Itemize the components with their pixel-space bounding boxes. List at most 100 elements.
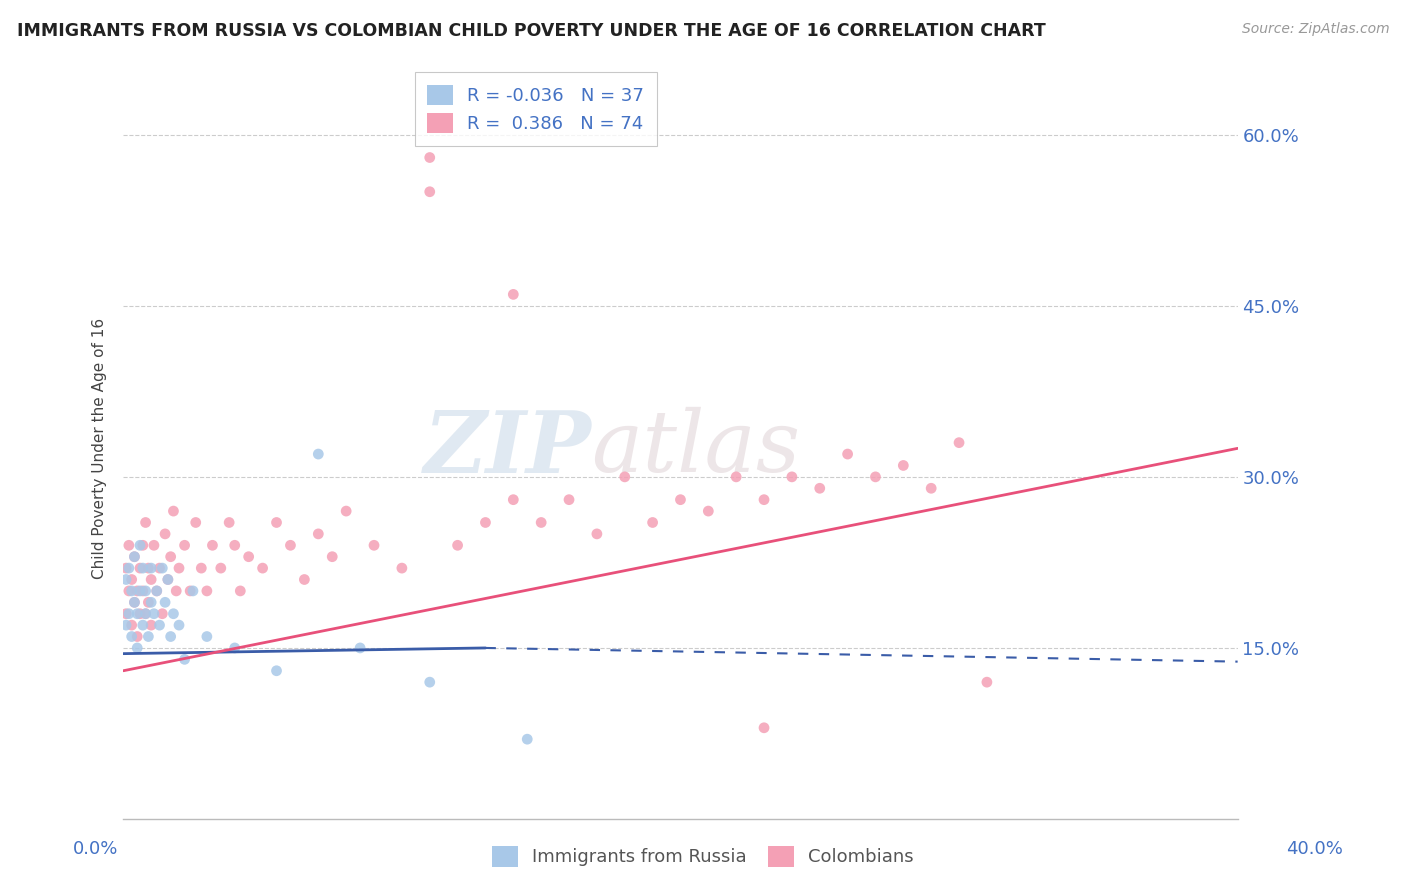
Point: [118, 538, 141, 552]
Point: [148, 561, 170, 575]
Point: [135, 583, 157, 598]
Point: [115, 618, 138, 632]
Point: [115, 561, 138, 575]
Point: [150, 561, 173, 575]
Point: [502, 492, 524, 507]
Point: [145, 583, 167, 598]
Point: [141, 573, 163, 587]
Point: [641, 516, 664, 530]
Point: [135, 607, 157, 621]
Point: [150, 607, 173, 621]
Point: [159, 549, 181, 564]
Legend: R = -0.036   N = 37, R =  0.386   N = 74: R = -0.036 N = 37, R = 0.386 N = 74: [415, 72, 657, 146]
Point: [697, 504, 720, 518]
Point: [280, 538, 302, 552]
Point: [121, 630, 143, 644]
Point: [224, 640, 246, 655]
Point: [138, 630, 160, 644]
Point: [184, 516, 207, 530]
Point: [127, 630, 149, 644]
Point: [141, 561, 163, 575]
Text: IMMIGRANTS FROM RUSSIA VS COLOMBIAN CHILD POVERTY UNDER THE AGE OF 16 CORRELATIO: IMMIGRANTS FROM RUSSIA VS COLOMBIAN CHIL…: [17, 22, 1046, 40]
Point: [173, 538, 195, 552]
Point: [419, 675, 441, 690]
Point: [132, 583, 155, 598]
Point: [920, 481, 942, 495]
Point: [307, 527, 329, 541]
Point: [138, 595, 160, 609]
Point: [335, 504, 357, 518]
Point: [865, 470, 887, 484]
Point: [292, 573, 315, 587]
Point: [586, 527, 609, 541]
Point: [349, 640, 371, 655]
Point: [167, 618, 190, 632]
Point: [516, 732, 538, 747]
Point: [190, 561, 212, 575]
Text: 0.0%: 0.0%: [73, 840, 118, 858]
Text: ZIP: ZIP: [423, 407, 592, 490]
Point: [138, 561, 160, 575]
Point: [132, 618, 155, 632]
Point: [419, 185, 441, 199]
Point: [195, 630, 218, 644]
Point: [124, 549, 146, 564]
Point: [474, 516, 496, 530]
Point: [153, 527, 176, 541]
Point: [121, 573, 143, 587]
Text: atlas: atlas: [592, 407, 800, 490]
Point: [118, 583, 141, 598]
Point: [129, 561, 152, 575]
Point: [115, 573, 138, 587]
Point: [558, 492, 581, 507]
Point: [142, 607, 165, 621]
Point: [266, 516, 288, 530]
Point: [837, 447, 859, 461]
Point: [446, 538, 468, 552]
Point: [181, 583, 204, 598]
Point: [179, 583, 201, 598]
Point: [135, 607, 157, 621]
Point: [162, 607, 184, 621]
Point: [141, 595, 163, 609]
Legend: Immigrants from Russia, Colombians: Immigrants from Russia, Colombians: [484, 837, 922, 876]
Point: [613, 470, 636, 484]
Point: [363, 538, 385, 552]
Point: [132, 538, 155, 552]
Point: [669, 492, 692, 507]
Point: [145, 583, 167, 598]
Point: [141, 618, 163, 632]
Point: [135, 516, 157, 530]
Point: [118, 607, 141, 621]
Point: [148, 618, 170, 632]
Point: [252, 561, 274, 575]
Point: [127, 640, 149, 655]
Point: [165, 583, 187, 598]
Text: 40.0%: 40.0%: [1286, 840, 1343, 858]
Point: [209, 561, 232, 575]
Point: [502, 287, 524, 301]
Point: [201, 538, 224, 552]
Point: [129, 538, 152, 552]
Point: [391, 561, 413, 575]
Point: [808, 481, 831, 495]
Point: [156, 573, 179, 587]
Point: [124, 549, 146, 564]
Point: [195, 583, 218, 598]
Point: [891, 458, 914, 473]
Point: [142, 538, 165, 552]
Point: [129, 607, 152, 621]
Y-axis label: Child Poverty Under the Age of 16: Child Poverty Under the Age of 16: [93, 318, 107, 579]
Point: [238, 549, 260, 564]
Point: [752, 492, 775, 507]
Point: [266, 664, 288, 678]
Point: [725, 470, 748, 484]
Point: [115, 607, 138, 621]
Point: [530, 516, 553, 530]
Point: [752, 721, 775, 735]
Point: [121, 583, 143, 598]
Point: [224, 538, 246, 552]
Point: [156, 573, 179, 587]
Point: [229, 583, 252, 598]
Point: [118, 561, 141, 575]
